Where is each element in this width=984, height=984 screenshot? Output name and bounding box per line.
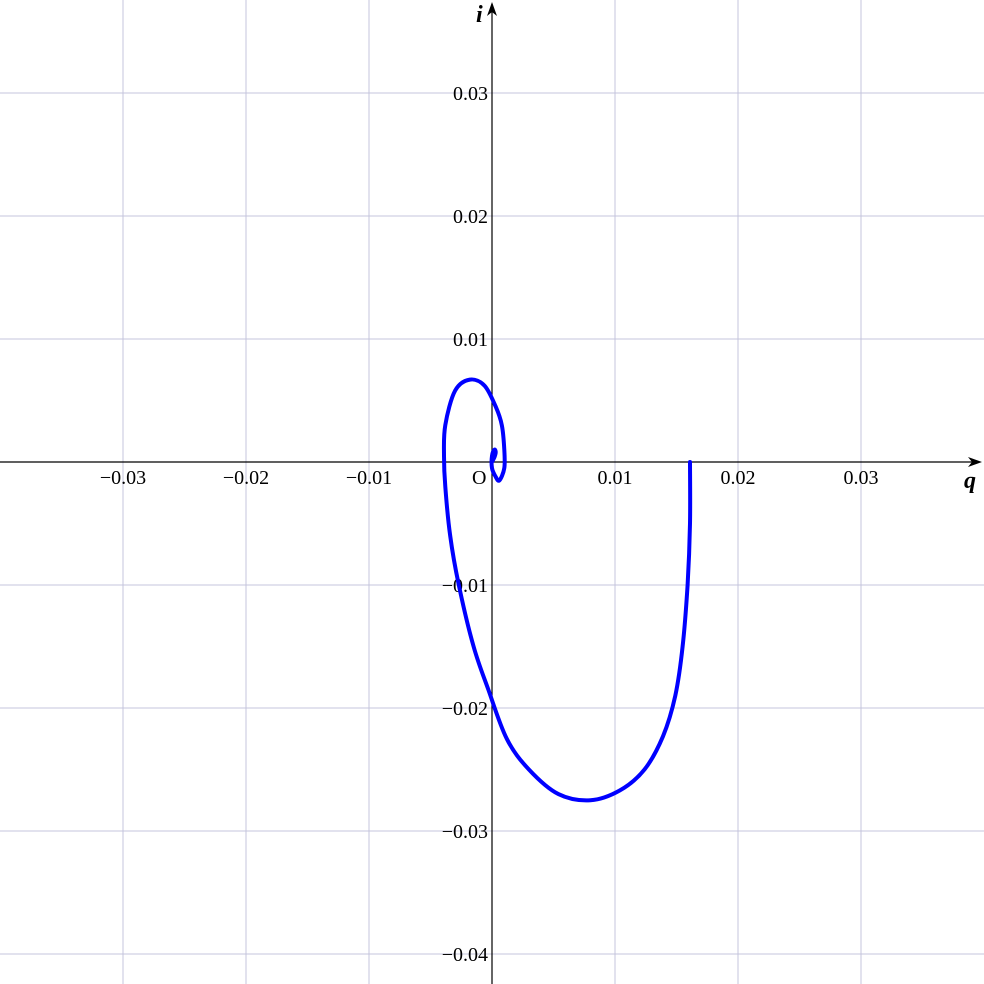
series-group xyxy=(441,377,693,803)
x-tick-label: 0.02 xyxy=(721,467,756,489)
y-tick-label: 0.02 xyxy=(453,206,488,228)
series-line xyxy=(441,377,693,803)
origin-label: O xyxy=(472,467,486,489)
y-tick-label: −0.02 xyxy=(442,698,488,720)
x-tick-label: 0.01 xyxy=(598,467,633,489)
y-tick-label: 0.03 xyxy=(453,83,488,105)
y-tick-label: 0.01 xyxy=(453,329,488,351)
y-tick-label: −0.04 xyxy=(442,944,488,966)
x-tick-label: −0.01 xyxy=(346,467,392,489)
x-axis-label: q xyxy=(964,468,976,494)
x-tick-label: −0.02 xyxy=(223,467,269,489)
y-tick-label: −0.03 xyxy=(442,821,488,843)
x-tick-label: −0.03 xyxy=(100,467,146,489)
tick-labels: −0.03 −0.02 −0.01 0.01 0.02 0.03 0.03 0.02 0.01 −… xyxy=(100,83,879,966)
x-tick-label: 0.03 xyxy=(844,467,879,489)
y-axis-arrow-icon xyxy=(487,2,497,16)
y-tick-label: −0.01 xyxy=(442,575,488,597)
x-axis-arrow-icon xyxy=(968,457,982,467)
y-axis-label: i xyxy=(476,2,483,28)
